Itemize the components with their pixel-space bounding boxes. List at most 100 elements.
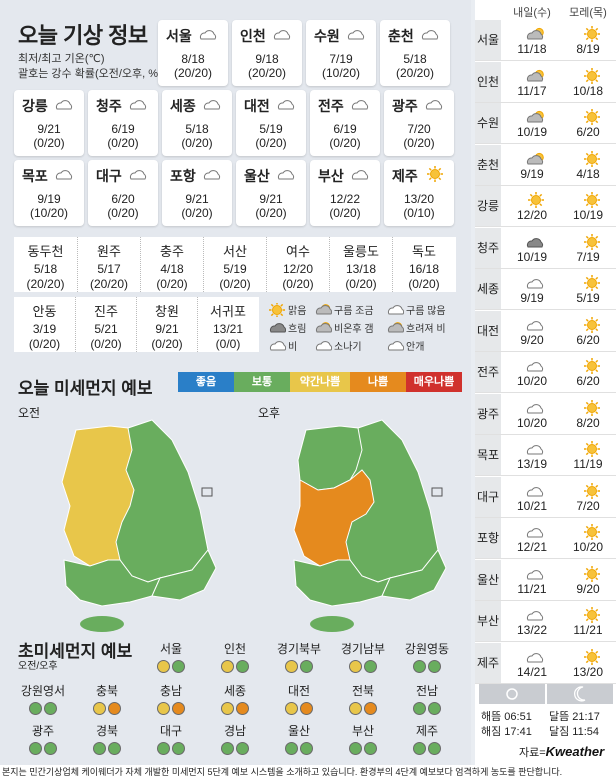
legend-partly: 구름 조금 bbox=[314, 302, 374, 317]
pm-am-dot bbox=[29, 742, 42, 755]
pm-region-name: 울산 bbox=[287, 724, 311, 738]
pm-region-name: 대전 bbox=[287, 684, 311, 698]
city-temp: 9/21 bbox=[37, 122, 61, 136]
cloud-icon bbox=[55, 100, 73, 110]
city-temp: 5/18 bbox=[185, 122, 209, 136]
sun-icon bbox=[584, 26, 600, 42]
pm-region-name: 인천 bbox=[223, 642, 247, 656]
pm-region-name: 전남 bbox=[415, 684, 439, 698]
city-temp: 6/20 bbox=[111, 192, 135, 206]
city-name: 울산 bbox=[244, 168, 270, 184]
pm-am-dot bbox=[157, 660, 170, 673]
cloud-sun-icon bbox=[387, 321, 404, 332]
sun-icon bbox=[584, 109, 600, 125]
region-prob: (0/20) bbox=[151, 337, 183, 351]
sun-icon bbox=[427, 166, 443, 182]
sun-icon bbox=[584, 441, 600, 457]
legend-mostly: 구름 많음 bbox=[386, 302, 446, 317]
city-prob: (20/20) bbox=[173, 66, 213, 80]
cloud-icon bbox=[526, 362, 544, 372]
city-temp: 9/19 bbox=[37, 192, 61, 206]
cloud-icon bbox=[315, 340, 332, 350]
forecast-day2-temp: 10/20 bbox=[572, 540, 604, 554]
forecast-day2-temp: 9/20 bbox=[576, 581, 600, 596]
left-panel: 오늘 기상 정보 최저/최고 기온(℃) 괄호는 강수 확률(오전/오후, %)… bbox=[14, 20, 462, 758]
pm-am-dot bbox=[285, 660, 298, 673]
forecast-day2-temp: 6/20 bbox=[576, 125, 600, 139]
sun-icon bbox=[584, 67, 600, 84]
city-temp: 9/21 bbox=[185, 192, 209, 206]
forecast-city: 춘천 bbox=[475, 144, 501, 185]
dark-cloud-icon bbox=[269, 322, 286, 332]
temp-note: 최저/최고 기온(℃) 괄호는 강수 확률(오전/오후, %) bbox=[18, 53, 162, 80]
forecast-day1-temp: 9/20 bbox=[520, 332, 544, 347]
pm-region-부산: 부산 bbox=[334, 722, 392, 758]
pm-region-경기북부: 경기북부 bbox=[270, 640, 328, 676]
forecast-city: 전주 bbox=[475, 352, 501, 392]
pm-pm-dot bbox=[428, 660, 441, 673]
forecast-day1-temp: 9/19 bbox=[520, 166, 544, 181]
pm-region-name: 부산 bbox=[351, 724, 375, 738]
pm-region-name: 경기남부 bbox=[340, 642, 386, 656]
pm-am-dot bbox=[157, 702, 170, 715]
city-temp: 6/19 bbox=[333, 122, 357, 136]
cloud-icon bbox=[526, 611, 544, 621]
scale-보통: 보통 bbox=[234, 372, 290, 392]
city-prob: (0/10) bbox=[403, 206, 435, 220]
forecast-row-목포: 목포 13/19 11/19 bbox=[475, 435, 616, 476]
forecast-row-대전: 대전 9/20 6/20 bbox=[475, 310, 616, 352]
forecast-city: 청주 bbox=[475, 227, 501, 268]
pm-region-name: 강원영동 bbox=[404, 642, 450, 656]
region-temp: 16/18 bbox=[408, 262, 440, 276]
pm-am-dot bbox=[349, 742, 362, 755]
cloud-icon bbox=[55, 170, 73, 180]
pm-pm-dot bbox=[364, 660, 377, 673]
cloud-icon bbox=[269, 340, 286, 350]
forecast-day1-temp: 10/20 bbox=[516, 374, 548, 388]
city-name: 수원 bbox=[314, 28, 340, 44]
dust-map-am bbox=[61, 419, 217, 632]
dust-title: 오늘 미세먼지 예보 bbox=[18, 379, 153, 398]
region-temp: 12/20 bbox=[282, 262, 314, 276]
footer-note: 본지는 민간기상업체 케이웨더가 자체 개발한 미세먼지 5단계 예보 시스템을… bbox=[0, 765, 616, 779]
cloud-icon bbox=[425, 100, 443, 110]
scale-매우나쁨: 매우나쁨 bbox=[406, 372, 462, 392]
city-temp: 5/18 bbox=[403, 52, 427, 66]
region-prob: (0/20) bbox=[219, 277, 251, 291]
region-temp: 5/18 bbox=[33, 262, 58, 276]
city-card-포항: 포항 9/21 (0/20) bbox=[162, 160, 232, 226]
pm-am-dot bbox=[221, 702, 234, 715]
legend-rain: 비 bbox=[268, 338, 297, 353]
city-prob: (10/20) bbox=[29, 206, 69, 220]
pm-region-name: 세종 bbox=[223, 684, 247, 698]
forecast-day1-temp: 12/21 bbox=[516, 540, 548, 554]
pm-region-인천: 인천 bbox=[206, 640, 264, 676]
forecast-city: 포항 bbox=[475, 518, 501, 558]
city-card-춘천: 춘천 5/18 (20/20) bbox=[380, 20, 450, 86]
city-name: 강릉 bbox=[22, 98, 48, 114]
region-name: 안동 bbox=[32, 304, 57, 319]
cloud-sun-icon bbox=[526, 152, 544, 164]
pm-am-dot bbox=[93, 742, 106, 755]
city-card-대전: 대전 5/19 (0/20) bbox=[236, 90, 306, 156]
forecast-row-인천: 인천 11/17 10/18 bbox=[475, 61, 616, 103]
region-prob: (0/20) bbox=[282, 277, 314, 291]
sun-icon bbox=[584, 358, 600, 374]
city-name: 전주 bbox=[318, 98, 344, 114]
region-안동: 안동 3/19 (0/20) bbox=[14, 297, 75, 352]
cloud-icon bbox=[199, 30, 217, 40]
city-temp: 7/19 bbox=[329, 52, 353, 66]
region-서귀포: 서귀포 13/21 (0/0) bbox=[197, 297, 258, 352]
forecast-row-수원: 수원 10/19 6/20 bbox=[475, 103, 616, 144]
forecast-row-강릉: 강릉 12/20 10/19 bbox=[475, 186, 616, 227]
pm-pm-dot bbox=[236, 702, 249, 715]
kweather-logo: Kweather bbox=[545, 744, 605, 759]
pm-region-세종: 세종 bbox=[206, 682, 264, 718]
pm-region-경북: 경북 bbox=[78, 722, 136, 758]
region-name: 원주 bbox=[97, 244, 121, 259]
city-card-세종: 세종 5/18 (0/20) bbox=[162, 90, 232, 156]
city-name: 대구 bbox=[96, 168, 122, 184]
cloud-icon bbox=[129, 100, 147, 110]
pm-title: 초미세먼지 예보 bbox=[18, 642, 133, 661]
city-prob: (10/20) bbox=[321, 66, 361, 80]
